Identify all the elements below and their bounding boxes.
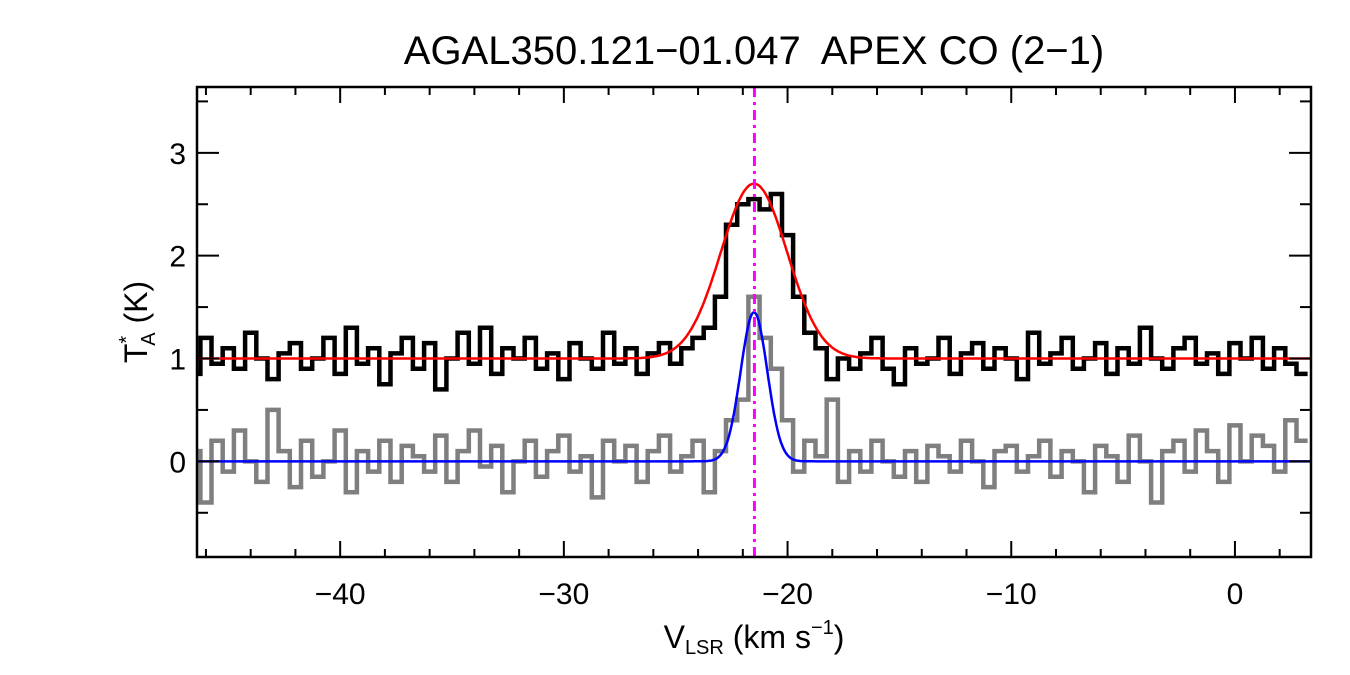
gaussian-fit-blue xyxy=(197,310,1311,463)
y-tick-label: 1 xyxy=(169,344,186,377)
x-tick-label: 0 xyxy=(1227,578,1244,611)
y-tick-label: 3 xyxy=(169,138,186,171)
x-tick-label: −30 xyxy=(538,578,589,611)
chart-title: AGAL350.121−01.047 APEX CO (2−1) xyxy=(404,29,1104,73)
x-tick-label: −20 xyxy=(762,578,813,611)
y-tick-label: 2 xyxy=(169,241,186,274)
spectrum-gray xyxy=(197,294,1308,505)
axes-layer xyxy=(195,85,1313,559)
x-tick-label: −10 xyxy=(986,578,1037,611)
y-axis-label: T*A (K) xyxy=(116,281,160,363)
plot-frame xyxy=(195,85,1313,559)
series-layer xyxy=(197,87,1311,557)
y-tick-label: 0 xyxy=(169,446,186,479)
x-tick-labels: −40 −30 −20 −10 0 xyxy=(315,578,1244,611)
x-tick-label: −40 xyxy=(315,578,366,611)
x-axis-label: VLSR (km s−1) xyxy=(664,617,845,659)
spectrum-black xyxy=(197,191,1308,392)
y-tick-labels: 0 1 2 3 xyxy=(169,138,186,480)
